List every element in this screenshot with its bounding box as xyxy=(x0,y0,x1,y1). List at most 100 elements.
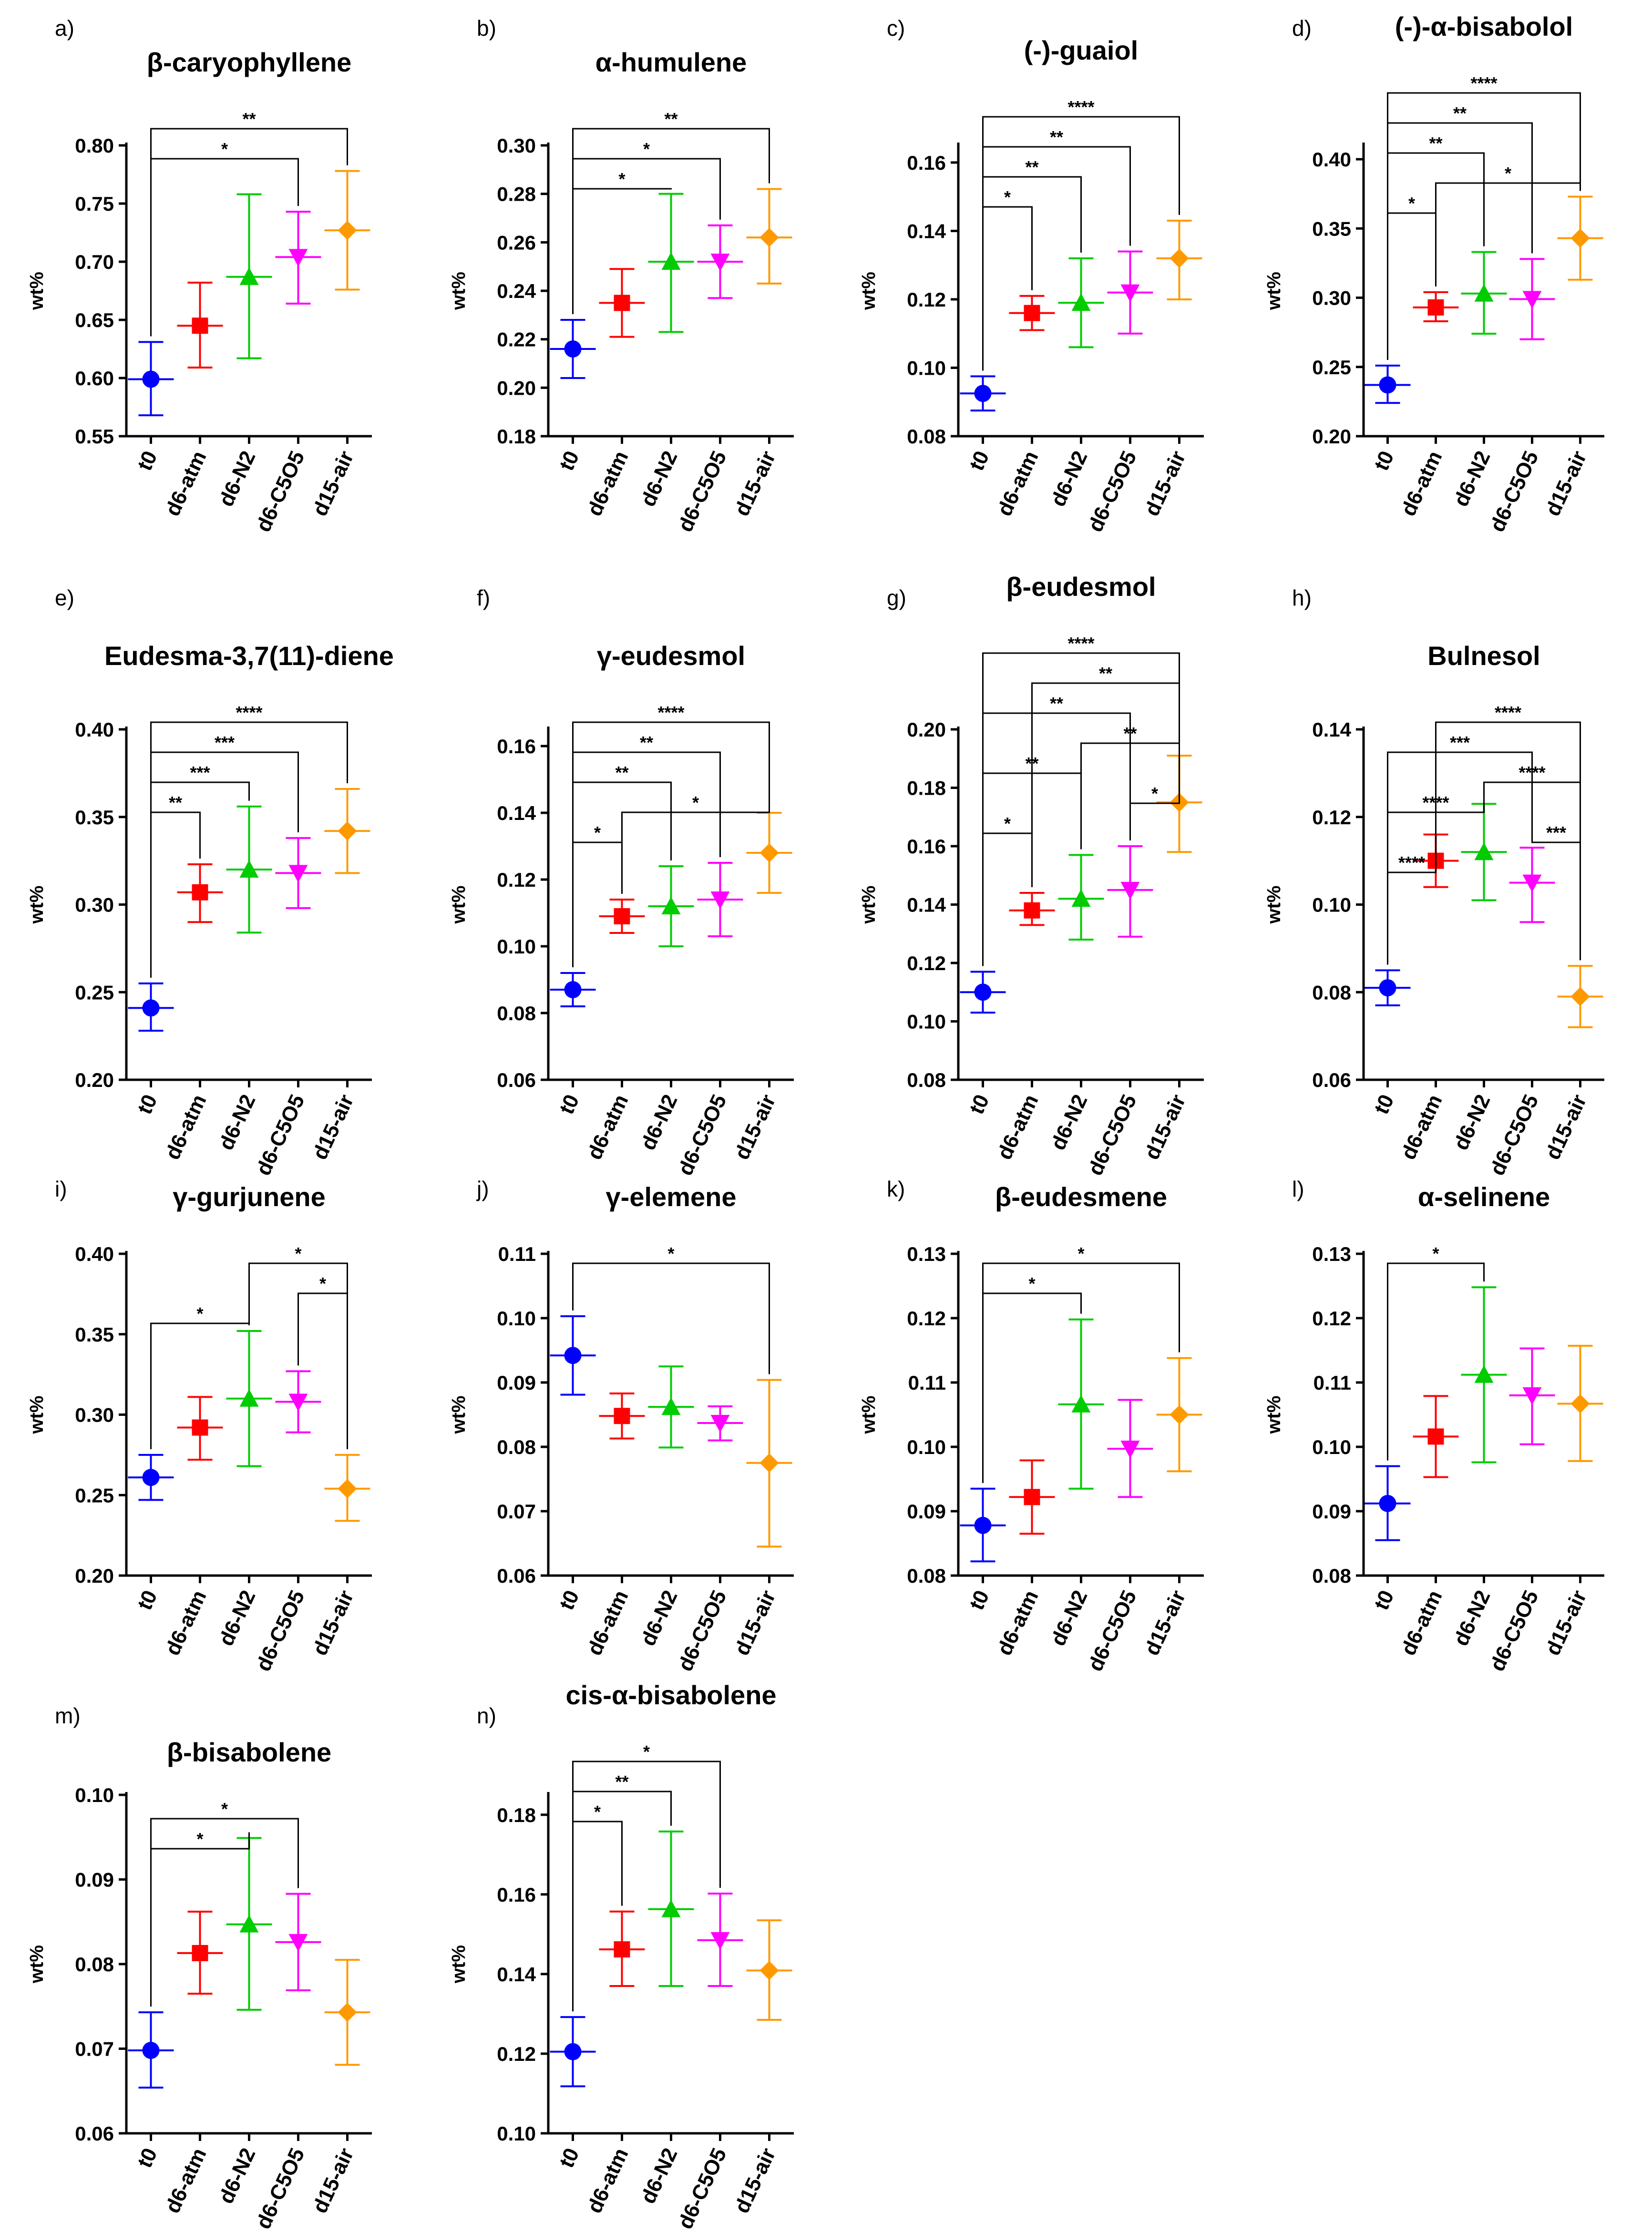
x-tick-label: d6-N2 xyxy=(636,1091,682,1154)
x-tick-label: d6-atm xyxy=(993,1587,1043,1659)
x-tick-label: d15-air xyxy=(1541,1091,1591,1163)
data-point xyxy=(1379,979,1396,997)
y-tick-label: 0.80 xyxy=(75,134,114,157)
significance-bracket xyxy=(150,751,299,978)
chart-panel-e: e) Eudesma-3,7(11)-diene wt% 0.20 0.25 0.30 0.… xyxy=(26,585,394,1179)
y-tick-label: 0.13 xyxy=(1312,1243,1351,1265)
chart-title: β-eudesmene xyxy=(995,1182,1167,1212)
x-tick-label: d6-N2 xyxy=(214,1091,260,1154)
x-tick-label: d6-N2 xyxy=(636,1587,682,1650)
data-point xyxy=(1071,293,1091,311)
significance-bracket xyxy=(1531,841,1581,961)
chart-panel-b: b) α-humulene wt% 0.18 0.20 0.22 0.24 0.26 0.28 0… xyxy=(448,16,794,535)
chart-panel-k: k) β-eudesmene wt% 0.08 0.09 0.10 0.11 0.12 0.13… xyxy=(858,1177,1204,1675)
significance-bracket xyxy=(982,146,1131,371)
significance-label: **** xyxy=(1067,97,1094,117)
data-point xyxy=(192,317,208,334)
y-tick-label: 0.55 xyxy=(75,425,114,448)
y-axis-label: wt% xyxy=(448,1945,469,1984)
x-tick-label: d6-C5O5 xyxy=(252,448,309,536)
data-point xyxy=(288,865,308,883)
chart-title: α-selinene xyxy=(1418,1182,1550,1212)
x-tick-label: d6-atm xyxy=(161,1091,211,1163)
data-point xyxy=(192,884,208,901)
significance-label: ** xyxy=(169,793,182,812)
significance-bracket xyxy=(982,712,1131,966)
significance-label: **** xyxy=(1067,634,1094,653)
chart-title: (-)-α-bisabolol xyxy=(1395,11,1573,41)
significance-label: **** xyxy=(657,703,684,722)
y-tick-label: 0.08 xyxy=(497,1002,536,1024)
y-tick-label: 0.75 xyxy=(75,193,114,215)
significance-label: * xyxy=(295,1244,301,1263)
significance-label: * xyxy=(594,1802,601,1822)
significance-bracket xyxy=(572,751,721,967)
panel-label: c) xyxy=(887,16,905,41)
x-tick-label: d6-N2 xyxy=(1449,1587,1495,1650)
x-tick-label: d6-atm xyxy=(1396,1091,1447,1163)
data-point xyxy=(142,2042,160,2059)
y-tick-label: 0.08 xyxy=(907,1565,946,1587)
data-point xyxy=(288,1393,308,1412)
significance-bracket xyxy=(150,158,299,337)
y-tick-label: 0.08 xyxy=(907,425,946,448)
data-point xyxy=(1474,284,1494,302)
significance-label: ** xyxy=(640,733,653,752)
significance-bracket xyxy=(1387,1262,1485,1461)
panel-label: d) xyxy=(1292,16,1312,41)
panel-label: b) xyxy=(477,16,496,41)
data-point xyxy=(1474,1365,1494,1383)
chart-title: Eudesma-3,7(11)-diene xyxy=(104,641,394,671)
y-tick-label: 0.28 xyxy=(497,183,536,205)
data-point xyxy=(1071,889,1091,907)
y-tick-label: 0.08 xyxy=(907,1069,946,1091)
data-point xyxy=(614,295,630,311)
y-tick-label: 0.20 xyxy=(75,1565,114,1587)
significance-label: **** xyxy=(1398,853,1425,872)
chart-title: β-caryophyllene xyxy=(147,47,351,77)
y-axis-label: wt% xyxy=(858,1396,879,1434)
x-tick-label: t0 xyxy=(965,1091,994,1118)
x-tick-label: t0 xyxy=(555,2145,584,2171)
y-tick-label: 0.12 xyxy=(497,2043,536,2065)
y-axis-label: wt% xyxy=(26,1396,47,1434)
data-point xyxy=(1522,1387,1542,1405)
data-point xyxy=(759,1453,779,1473)
chart-panel-c: c)(-)-guaiolwt%0.080.100.120.140.16t0d6-… xyxy=(858,16,1204,535)
significance-label: * xyxy=(221,1799,228,1819)
significance-label: * xyxy=(594,823,601,842)
x-tick-label: d15-air xyxy=(308,1091,358,1163)
x-tick-label: d6-atm xyxy=(583,2145,633,2217)
panel-label: f) xyxy=(477,585,490,610)
significance-bracket xyxy=(150,128,348,337)
x-tick-label: d6-atm xyxy=(993,448,1043,520)
data-point xyxy=(1522,291,1542,309)
data-point xyxy=(239,1915,259,1933)
data-point xyxy=(614,908,630,924)
y-axis-label: wt% xyxy=(448,886,469,924)
x-tick-label: d6-C5O5 xyxy=(1084,448,1141,536)
y-tick-label: 0.13 xyxy=(907,1243,946,1265)
significance-label: *** xyxy=(1546,823,1566,842)
significance-label: * xyxy=(1505,164,1511,183)
data-point xyxy=(661,252,681,270)
y-tick-label: 0.60 xyxy=(75,367,114,389)
y-tick-label: 0.06 xyxy=(1312,1069,1351,1091)
significance-label: * xyxy=(643,1742,650,1761)
data-point xyxy=(142,999,160,1017)
x-tick-label: t0 xyxy=(555,448,584,474)
significance-label: * xyxy=(196,1304,203,1323)
y-tick-label: 0.10 xyxy=(907,1436,946,1458)
data-point xyxy=(288,1934,308,1952)
y-tick-label: 0.18 xyxy=(497,425,536,448)
significance-bracket xyxy=(982,206,1033,371)
x-tick-label: d6-C5O5 xyxy=(252,1587,309,1675)
chart-title: cis-α-bisabolene xyxy=(565,1680,776,1710)
significance-label: * xyxy=(1004,814,1011,833)
significance-bracket xyxy=(1387,122,1533,360)
significance-label: ** xyxy=(1453,103,1467,123)
significance-label: ** xyxy=(1025,157,1038,177)
y-tick-label: 0.10 xyxy=(497,935,536,958)
y-tick-label: 0.14 xyxy=(497,1963,536,1986)
y-tick-label: 0.06 xyxy=(75,2122,114,2145)
